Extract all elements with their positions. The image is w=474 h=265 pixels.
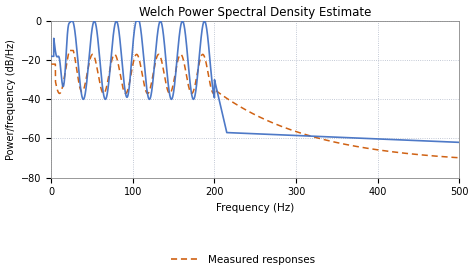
Y-axis label: Power/frequency (dB/Hz): Power/frequency (dB/Hz) [6, 39, 16, 160]
Title: Welch Power Spectral Density Estimate: Welch Power Spectral Density Estimate [139, 6, 372, 19]
Legend: Measured responses, Reconstructed responses: Measured responses, Reconstructed respon… [171, 255, 340, 265]
X-axis label: Frequency (Hz): Frequency (Hz) [216, 203, 294, 213]
